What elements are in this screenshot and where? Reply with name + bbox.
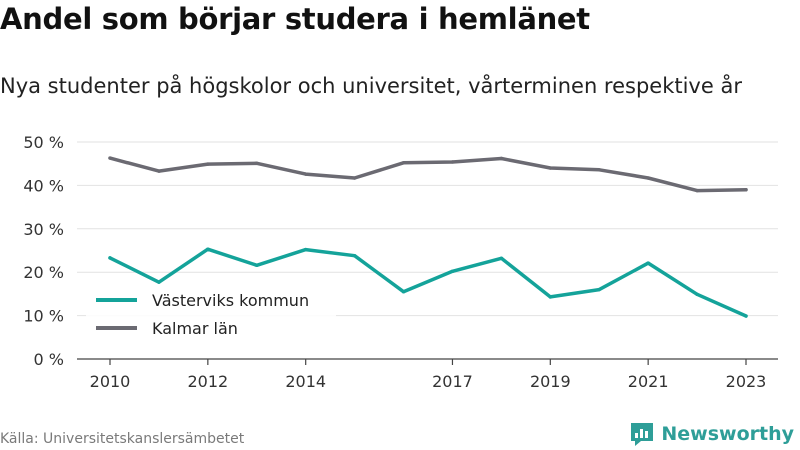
data-point (206, 162, 210, 166)
y-tick-label: 30 % (23, 220, 64, 239)
x-tick-label: 2014 (285, 372, 326, 391)
data-point (450, 269, 455, 274)
data-point (303, 247, 308, 252)
legend-label: Kalmar län (152, 319, 238, 338)
data-point (597, 168, 601, 172)
y-tick-label: 20 % (23, 263, 64, 282)
x-tick-label: 2021 (628, 372, 669, 391)
x-tick-label: 2019 (530, 372, 571, 391)
data-point (108, 156, 112, 160)
data-point (646, 261, 650, 265)
data-point (597, 287, 601, 292)
data-point (352, 176, 357, 180)
data-point (401, 161, 406, 165)
data-point (108, 256, 112, 260)
brand-name: Newsworthy (661, 423, 794, 445)
chart-subtitle: Nya studenter på högskolor och universit… (0, 74, 742, 98)
data-point (255, 161, 259, 165)
data-point (157, 280, 161, 284)
data-point (744, 314, 748, 318)
data-point (206, 247, 210, 251)
series-line (108, 247, 748, 318)
y-tick-label: 0 % (34, 350, 64, 369)
brand-logo: Newsworthy (629, 421, 794, 447)
data-point (695, 292, 699, 297)
data-point (646, 176, 650, 180)
data-point (157, 169, 161, 173)
data-point (499, 256, 504, 261)
data-point (499, 156, 504, 161)
x-tick-label: 2012 (187, 372, 228, 391)
x-tick-label: 2017 (432, 372, 473, 391)
x-tick-label: 2023 (726, 372, 767, 391)
series-line (108, 156, 748, 193)
legend-box (86, 287, 336, 341)
data-point (255, 263, 259, 267)
legend-label: Västerviks kommun (152, 291, 309, 310)
line-chart: 0 % 10 % 20 % 30 % 40 % 50 % 2010 2012 2014 2017 2… (23, 133, 778, 391)
source-note: Källa: Universitetskanslersämbetet (0, 431, 245, 447)
y-tick-label: 40 % (23, 176, 64, 195)
data-point (695, 188, 699, 193)
x-tick-label: 2010 (90, 372, 131, 391)
data-point (450, 160, 455, 164)
y-tick-label: 10 % (23, 307, 64, 326)
data-point (548, 166, 553, 170)
chart-title: Andel som börjar studera i hemlänet (0, 2, 590, 36)
data-point (303, 172, 308, 176)
data-point (401, 290, 406, 294)
data-point (548, 295, 553, 299)
newsworthy-logo-icon (631, 423, 654, 446)
y-tick-label: 50 % (23, 133, 64, 152)
data-point (352, 254, 357, 258)
data-point (744, 188, 748, 192)
